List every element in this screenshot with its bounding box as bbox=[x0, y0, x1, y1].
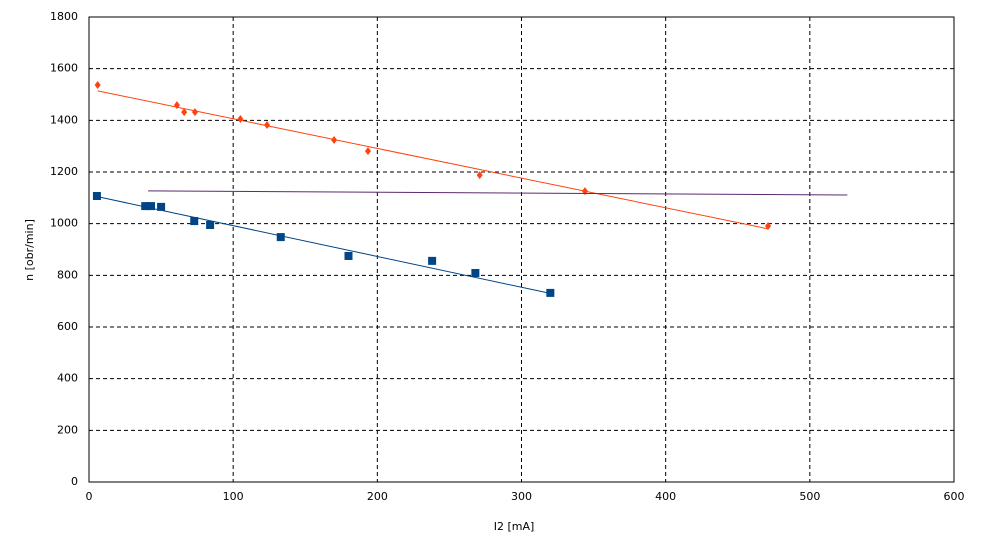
point bbox=[471, 269, 480, 278]
point bbox=[157, 202, 166, 211]
trend-line bbox=[96, 196, 551, 294]
trend-line bbox=[148, 190, 848, 196]
point bbox=[276, 233, 285, 242]
x-tick-label: 400 bbox=[655, 490, 676, 503]
y-tick-label: 0 bbox=[71, 475, 78, 488]
point bbox=[94, 80, 101, 89]
y-tick-label: 1800 bbox=[50, 10, 78, 23]
y-tick-label: 600 bbox=[57, 320, 78, 333]
point bbox=[181, 108, 188, 117]
x-tick-label: 600 bbox=[944, 490, 965, 503]
point bbox=[344, 251, 353, 260]
point bbox=[141, 202, 150, 211]
y-axis-label: n [obr/min] bbox=[23, 219, 36, 281]
x-axis-label: I2 [mA] bbox=[494, 520, 535, 533]
point bbox=[237, 115, 244, 124]
point bbox=[264, 120, 271, 129]
y-tick-label: 1600 bbox=[50, 62, 78, 75]
point bbox=[191, 108, 198, 117]
y-tick-label: 1400 bbox=[50, 113, 78, 126]
y-tick-label: 800 bbox=[57, 268, 78, 281]
point bbox=[364, 147, 371, 156]
point bbox=[428, 256, 437, 265]
point bbox=[546, 288, 555, 297]
trend-line bbox=[97, 90, 769, 230]
point bbox=[92, 192, 101, 201]
point bbox=[476, 171, 483, 180]
point bbox=[190, 217, 199, 226]
y-tick-label: 200 bbox=[57, 423, 78, 436]
plot-frame bbox=[88, 16, 955, 483]
x-tick-label: 0 bbox=[86, 490, 93, 503]
x-tick-label: 300 bbox=[511, 490, 532, 503]
y-tick-label: 400 bbox=[57, 372, 78, 385]
x-tick-label: 200 bbox=[367, 490, 388, 503]
point bbox=[765, 221, 772, 230]
y-tick-label: 1000 bbox=[50, 217, 78, 230]
point bbox=[206, 220, 215, 229]
y-tick-label: 1200 bbox=[50, 165, 78, 178]
point bbox=[146, 202, 155, 211]
x-tick-label: 500 bbox=[799, 490, 820, 503]
x-tick-label: 100 bbox=[223, 490, 244, 503]
